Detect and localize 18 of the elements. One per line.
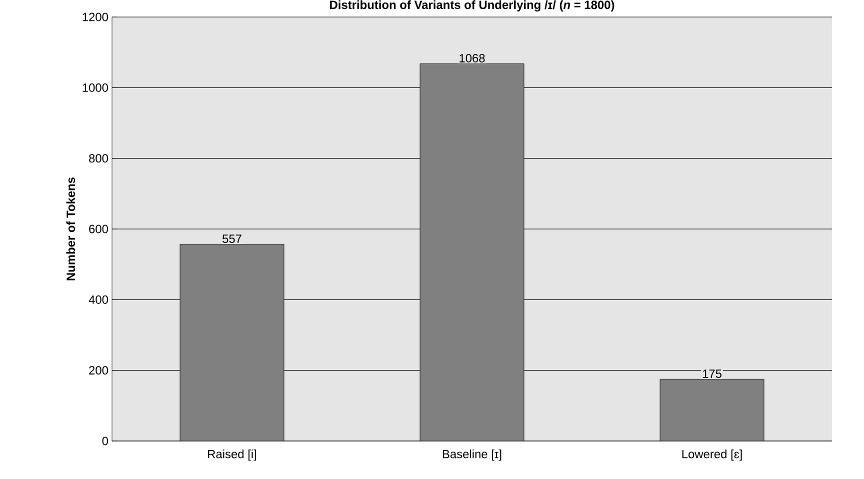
- x-tick-label: Raised [i]: [208, 450, 256, 461]
- y-tick-label: 400: [88, 295, 108, 304]
- data-label: 175: [702, 370, 722, 378]
- y-tick-label: 0: [102, 436, 108, 446]
- chart-title: Distribution of Variants of Underlying /ɪ/ (n = 1800): [330, 0, 614, 12]
- x-tick-label: Lowered [ɛ]: [682, 450, 742, 461]
- bar: [660, 378, 764, 441]
- data-label: 1068: [460, 54, 485, 62]
- y-axis-title: Number of Tokens: [66, 177, 76, 280]
- y-tick-label: 1000: [82, 83, 108, 92]
- y-tick-label: 600: [89, 224, 108, 234]
- y-tick-label: 800: [89, 154, 108, 163]
- data-label: 557: [222, 234, 242, 243]
- y-tick-label: 1200: [82, 12, 108, 22]
- y-tick-label: 200: [89, 366, 108, 375]
- bar: [180, 244, 284, 441]
- x-tick-label: Baseline [ɪ]: [442, 450, 502, 461]
- bar: [420, 63, 524, 441]
